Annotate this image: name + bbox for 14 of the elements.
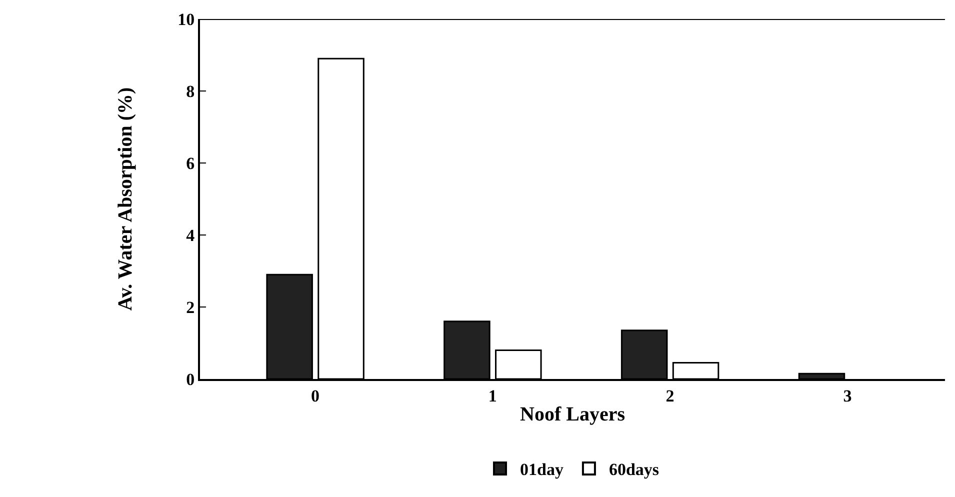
x-tick-label: 3 (843, 386, 852, 406)
y-tick-label: 6 (186, 154, 195, 173)
y-tick-label: 10 (178, 10, 195, 29)
y-tick-label: 8 (186, 82, 195, 101)
legend-label: 01day (520, 460, 564, 480)
legend-label: 60days (608, 460, 660, 480)
y-axis-title: Av. Water Absorption (%) (114, 87, 137, 311)
x-tick-label: 1 (488, 386, 497, 406)
x-axis-title: Noof Layers (520, 403, 626, 426)
x-tick-label: 0 (311, 386, 320, 406)
y-tick-label: 0 (186, 370, 195, 389)
y-tick-label: 4 (186, 226, 196, 245)
x-tick-label: 2 (666, 386, 674, 406)
y-tick-label: 2 (186, 298, 195, 317)
